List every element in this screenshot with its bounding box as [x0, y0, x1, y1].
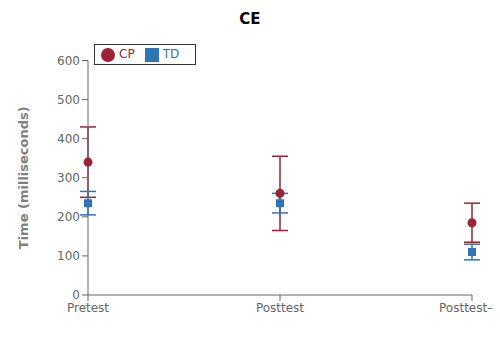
svg-text:300: 300 [57, 171, 80, 185]
svg-text:500: 500 [57, 93, 80, 107]
svg-text:Posttest–VI: Posttest–VI [439, 301, 492, 315]
svg-text:600: 600 [57, 54, 80, 68]
html-text:CP: CP [119, 47, 135, 61]
html-text:TD: TD [162, 47, 180, 61]
svg-text:0: 0 [72, 288, 80, 302]
svg-text:Pretest: Pretest [67, 301, 109, 315]
svg-text:400: 400 [57, 132, 80, 146]
html-text:CE: CE [239, 10, 261, 28]
svg-text:100: 100 [57, 249, 80, 263]
svg-text:200: 200 [57, 210, 80, 224]
svg-text:Posttest: Posttest [256, 301, 304, 315]
svg-text:Time (milliseconds): Time (milliseconds) [16, 106, 31, 249]
